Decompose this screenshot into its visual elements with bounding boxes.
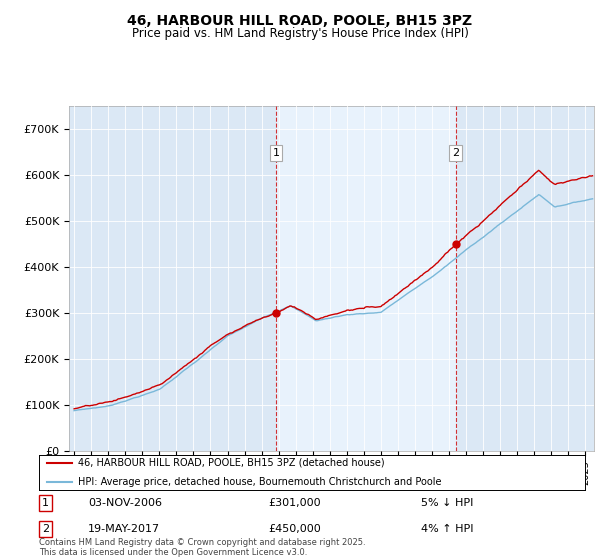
- Text: 2: 2: [42, 524, 49, 534]
- Text: 5% ↓ HPI: 5% ↓ HPI: [421, 498, 473, 508]
- Text: 03-NOV-2006: 03-NOV-2006: [88, 498, 162, 508]
- Text: 19-MAY-2017: 19-MAY-2017: [88, 524, 160, 534]
- Text: HPI: Average price, detached house, Bournemouth Christchurch and Poole: HPI: Average price, detached house, Bour…: [79, 477, 442, 487]
- Text: Price paid vs. HM Land Registry's House Price Index (HPI): Price paid vs. HM Land Registry's House …: [131, 27, 469, 40]
- Text: Contains HM Land Registry data © Crown copyright and database right 2025.
This d: Contains HM Land Registry data © Crown c…: [39, 538, 365, 557]
- Text: 2: 2: [452, 148, 459, 158]
- Text: 46, HARBOUR HILL ROAD, POOLE, BH15 3PZ: 46, HARBOUR HILL ROAD, POOLE, BH15 3PZ: [127, 14, 473, 28]
- Bar: [276, 106, 455, 451]
- Text: £450,000: £450,000: [268, 524, 321, 534]
- Text: 1: 1: [42, 498, 49, 508]
- Text: 1: 1: [272, 148, 280, 158]
- Text: 4% ↑ HPI: 4% ↑ HPI: [421, 524, 474, 534]
- Text: 46, HARBOUR HILL ROAD, POOLE, BH15 3PZ (detached house): 46, HARBOUR HILL ROAD, POOLE, BH15 3PZ (…: [79, 458, 385, 468]
- Text: £301,000: £301,000: [268, 498, 321, 508]
